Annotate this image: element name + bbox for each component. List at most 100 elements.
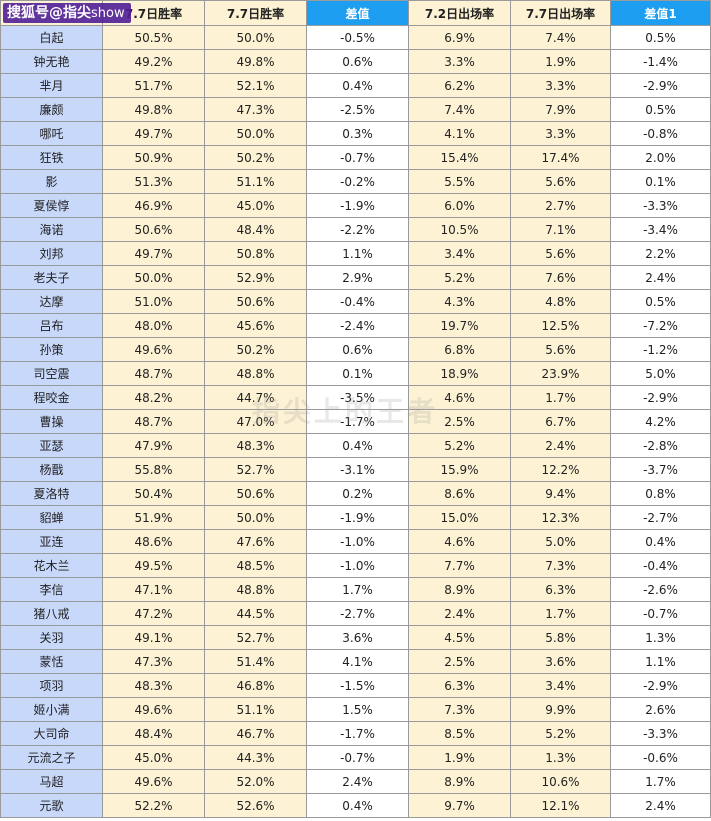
winrate-diff-cell: -1.7% [306,721,409,746]
table-row: 貂蝉 51.9% 50.0% -1.9% 15.0% 12.3% -2.7% [0,505,711,530]
winrate-a-cell: 52.2% [102,793,205,818]
winrate-b-cell: 50.0% [204,25,307,50]
winrate-diff-cell: 0.4% [306,793,409,818]
winrate-a-cell: 47.1% [102,577,205,602]
winrate-b-cell: 52.6% [204,793,307,818]
pickrate-b-cell: 3.4% [510,673,611,698]
winrate-a-cell: 47.9% [102,433,205,458]
winrate-diff-cell: -0.5% [306,25,409,50]
winrate-a-cell: 49.7% [102,241,205,266]
hero-name-cell: 大司命 [0,721,103,746]
table-row: 夏洛特 50.4% 50.6% 0.2% 8.6% 9.4% 0.8% [0,481,711,506]
sohu-watermark: 搜狐号@指尖show [3,3,131,23]
hero-name-cell: 狂铁 [0,145,103,170]
table-row: 大司命 48.4% 46.7% -1.7% 8.5% 5.2% -3.3% [0,721,711,746]
winrate-diff-cell: 0.4% [306,433,409,458]
winrate-diff-cell: 0.4% [306,73,409,98]
pickrate-a-cell: 7.3% [408,697,511,722]
hero-name-cell: 司空震 [0,361,103,386]
pickrate-b-cell: 1.7% [510,601,611,626]
header-winrate-diff: 差值 [306,0,409,26]
winrate-diff-cell: 0.2% [306,481,409,506]
winrate-b-cell: 52.1% [204,73,307,98]
hero-name-cell: 李信 [0,577,103,602]
winrate-a-cell: 50.6% [102,217,205,242]
pickrate-b-cell: 2.7% [510,193,611,218]
pickrate-b-cell: 4.8% [510,289,611,314]
header-winrate-b: 7.7日胜率 [204,0,307,26]
winrate-b-cell: 52.9% [204,265,307,290]
winrate-b-cell: 51.1% [204,697,307,722]
winrate-a-cell: 48.3% [102,673,205,698]
pickrate-b-cell: 12.2% [510,457,611,482]
winrate-b-cell: 47.6% [204,529,307,554]
winrate-b-cell: 46.8% [204,673,307,698]
winrate-diff-cell: 0.1% [306,361,409,386]
pickrate-a-cell: 6.8% [408,337,511,362]
table-row: 孙策 49.6% 50.2% 0.6% 6.8% 5.6% -1.2% [0,337,711,362]
pickrate-diff-cell: -2.7% [610,505,711,530]
winrate-b-cell: 50.2% [204,337,307,362]
table-row: 项羽 48.3% 46.8% -1.5% 6.3% 3.4% -2.9% [0,673,711,698]
pickrate-a-cell: 8.9% [408,769,511,794]
pickrate-a-cell: 4.1% [408,121,511,146]
pickrate-a-cell: 3.4% [408,241,511,266]
winrate-diff-cell: 0.3% [306,121,409,146]
hero-name-cell: 杨戬 [0,457,103,482]
winrate-b-cell: 50.0% [204,121,307,146]
pickrate-a-cell: 4.6% [408,385,511,410]
pickrate-diff-cell: -3.3% [610,721,711,746]
hero-name-cell: 夏洛特 [0,481,103,506]
hero-name-cell: 芈月 [0,73,103,98]
header-pickrate-b: 7.7日出场率 [510,0,611,26]
pickrate-b-cell: 5.8% [510,625,611,650]
table-row: 亚瑟 47.9% 48.3% 0.4% 5.2% 2.4% -2.8% [0,433,711,458]
winrate-a-cell: 49.5% [102,553,205,578]
table-row: 廉颇 49.8% 47.3% -2.5% 7.4% 7.9% 0.5% [0,97,711,122]
winrate-diff-cell: -3.5% [306,385,409,410]
winrate-diff-cell: 2.9% [306,265,409,290]
pickrate-b-cell: 1.7% [510,385,611,410]
pickrate-b-cell: 1.3% [510,745,611,770]
pickrate-b-cell: 5.6% [510,169,611,194]
winrate-a-cell: 46.9% [102,193,205,218]
winrate-diff-cell: 3.6% [306,625,409,650]
pickrate-diff-cell: 2.0% [610,145,711,170]
pickrate-b-cell: 3.3% [510,73,611,98]
winrate-a-cell: 49.2% [102,49,205,74]
pickrate-b-cell: 3.3% [510,121,611,146]
winrate-b-cell: 44.3% [204,745,307,770]
winrate-a-cell: 50.0% [102,265,205,290]
pickrate-b-cell: 9.4% [510,481,611,506]
hero-name-cell: 貂蝉 [0,505,103,530]
table-row: 老夫子 50.0% 52.9% 2.9% 5.2% 7.6% 2.4% [0,265,711,290]
table-row: 狂铁 50.9% 50.2% -0.7% 15.4% 17.4% 2.0% [0,145,711,170]
pickrate-a-cell: 5.2% [408,265,511,290]
pickrate-diff-cell: 2.4% [610,265,711,290]
winrate-a-cell: 48.7% [102,409,205,434]
table-row: 亚连 48.6% 47.6% -1.0% 4.6% 5.0% 0.4% [0,529,711,554]
table-row: 关羽 49.1% 52.7% 3.6% 4.5% 5.8% 1.3% [0,625,711,650]
pickrate-b-cell: 12.5% [510,313,611,338]
pickrate-a-cell: 7.4% [408,97,511,122]
table-row: 元歌 52.2% 52.6% 0.4% 9.7% 12.1% 2.4% [0,793,711,818]
table-row: 猪八戒 47.2% 44.5% -2.7% 2.4% 1.7% -0.7% [0,601,711,626]
winrate-a-cell: 49.6% [102,769,205,794]
hero-name-cell: 廉颇 [0,97,103,122]
hero-name-cell: 达摩 [0,289,103,314]
pickrate-a-cell: 19.7% [408,313,511,338]
winrate-b-cell: 45.6% [204,313,307,338]
hero-name-cell: 吕布 [0,313,103,338]
table-row: 花木兰 49.5% 48.5% -1.0% 7.7% 7.3% -0.4% [0,553,711,578]
table-row: 刘邦 49.7% 50.8% 1.1% 3.4% 5.6% 2.2% [0,241,711,266]
pickrate-diff-cell: -0.7% [610,601,711,626]
hero-name-cell: 马超 [0,769,103,794]
pickrate-diff-cell: 1.1% [610,649,711,674]
table-row: 白起 50.5% 50.0% -0.5% 6.9% 7.4% 0.5% [0,25,711,50]
winrate-b-cell: 50.6% [204,289,307,314]
winrate-b-cell: 51.4% [204,649,307,674]
table-row: 曹操 48.7% 47.0% -1.7% 2.5% 6.7% 4.2% [0,409,711,434]
pickrate-a-cell: 15.9% [408,457,511,482]
winrate-b-cell: 52.7% [204,457,307,482]
